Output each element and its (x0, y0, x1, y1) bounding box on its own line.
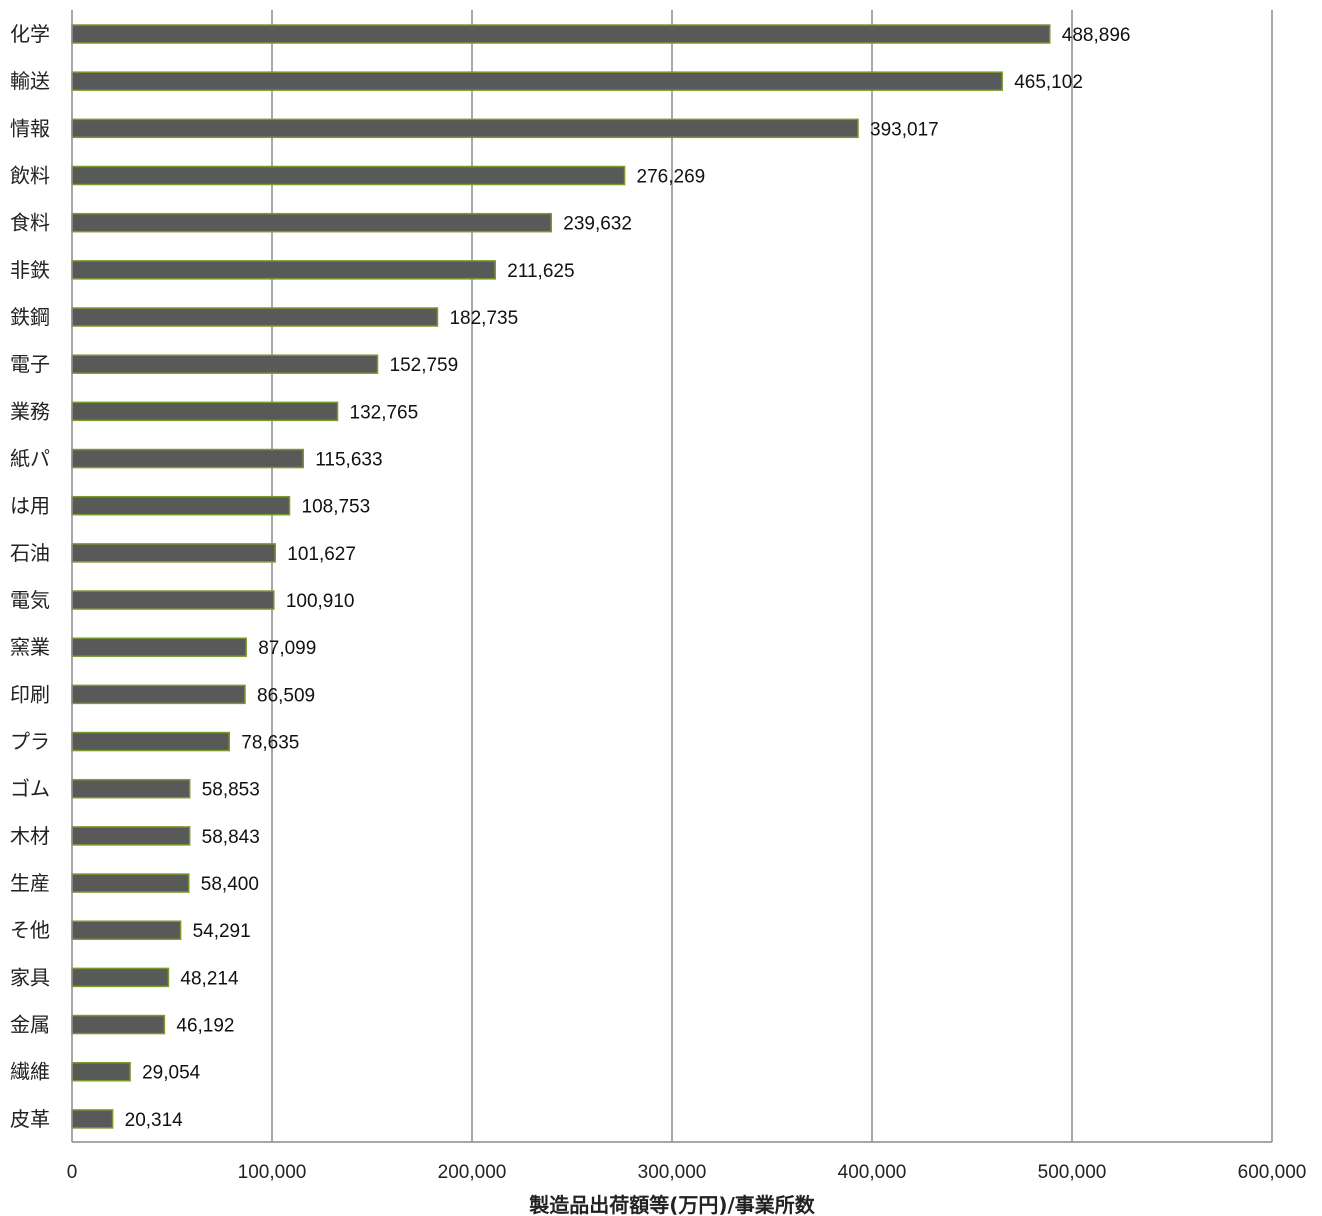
category-label-12: 電気 (10, 588, 50, 612)
category-label-13: 窯業 (10, 635, 50, 659)
bar-16 (71, 778, 191, 799)
labels: 0 100,000 200,000 300,000 400,000 500,000 600,… (10, 22, 1306, 1183)
category-label-6: 鉄鋼 (10, 305, 50, 329)
data-label-4: 239,632 (563, 214, 632, 235)
bars (71, 24, 1051, 1129)
bar-1 (71, 71, 1003, 91)
category-label-17: 木材 (10, 824, 50, 848)
data-label-6: 182,735 (449, 308, 518, 329)
category-label-23: 皮革 (10, 1107, 50, 1131)
bar-21 (71, 1014, 166, 1035)
bar-13 (71, 637, 247, 657)
bar-18 (71, 873, 190, 893)
x-tick-label-1: 100,000 (238, 1162, 307, 1183)
x-tick-label-4: 400,000 (838, 1162, 907, 1183)
category-label-22: 繊維 (10, 1060, 50, 1084)
bar-20 (71, 967, 170, 988)
bar-23 (71, 1109, 114, 1129)
axes (71, 10, 1272, 1143)
bar-0 (71, 24, 1051, 44)
bar-4 (71, 212, 553, 233)
data-label-3: 276,269 (637, 167, 706, 188)
bar-22 (71, 1061, 131, 1082)
bar-9 (71, 448, 305, 469)
bar-2 (71, 118, 859, 139)
category-label-8: 業務 (10, 399, 50, 423)
data-label-20: 48,214 (180, 968, 239, 989)
category-label-2: 情報 (10, 116, 50, 140)
bar-7 (71, 354, 379, 374)
category-label-11: 石油 (10, 541, 50, 565)
bar-14 (71, 684, 246, 705)
data-label-5: 211,625 (507, 261, 574, 282)
data-label-23: 20,314 (125, 1110, 184, 1131)
bar-10 (71, 495, 291, 516)
data-label-11: 101,627 (287, 544, 356, 565)
x-tick-label-5: 500,000 (1038, 1162, 1107, 1183)
bar-11 (71, 543, 277, 563)
data-label-15: 78,635 (241, 733, 299, 754)
category-label-0: 化学 (10, 22, 50, 46)
bar-12 (71, 590, 275, 610)
data-label-8: 132,765 (350, 402, 419, 423)
data-label-17: 58,843 (202, 827, 260, 848)
data-label-12: 100,910 (286, 591, 355, 612)
data-label-9: 115,633 (315, 450, 382, 471)
bar-19 (71, 920, 182, 940)
data-label-21: 46,192 (176, 1016, 234, 1037)
category-label-4: 食料 (10, 211, 50, 235)
bar-15 (71, 731, 231, 752)
data-label-1: 465,102 (1014, 72, 1083, 93)
bar-6 (71, 307, 439, 327)
grid-lines (271, 10, 1273, 1142)
category-label-7: 電子 (10, 352, 50, 376)
bar-5 (71, 260, 496, 280)
data-label-19: 54,291 (193, 921, 251, 942)
category-label-3: 飲料 (10, 164, 50, 188)
bar-3 (71, 165, 626, 186)
category-label-10: は用 (10, 494, 50, 518)
category-label-16: ゴム (10, 777, 50, 801)
category-label-18: 生産 (10, 871, 50, 895)
category-label-19: そ他 (10, 918, 50, 942)
data-label-7: 152,759 (390, 355, 459, 376)
category-label-20: 家具 (10, 965, 50, 989)
x-tick-label-2: 200,000 (438, 1162, 507, 1183)
bar-17 (71, 826, 191, 846)
data-label-2: 393,017 (870, 119, 939, 140)
data-label-13: 87,099 (258, 638, 316, 659)
x-axis-title: 製造品出荷額等(万円)/事業所数 (529, 1193, 816, 1216)
x-tick-label-6: 600,000 (1238, 1162, 1307, 1183)
x-tick-label-3: 300,000 (638, 1162, 707, 1183)
data-label-10: 108,753 (302, 497, 371, 518)
data-label-22: 29,054 (142, 1063, 201, 1084)
category-label-9: 紙パ (10, 447, 50, 471)
bar-8 (71, 401, 339, 422)
data-label-18: 58,400 (201, 874, 259, 895)
data-label-16: 58,853 (202, 780, 260, 801)
data-label-14: 86,509 (257, 685, 315, 706)
category-label-14: 印刷 (10, 682, 50, 706)
x-tick-label-0: 0 (67, 1162, 78, 1183)
data-label-0: 488,896 (1062, 25, 1131, 46)
category-label-21: 金属 (10, 1013, 50, 1037)
category-label-5: 非鉄 (10, 258, 50, 282)
category-label-15: プラ (10, 730, 50, 754)
category-label-1: 輸送 (10, 69, 50, 93)
